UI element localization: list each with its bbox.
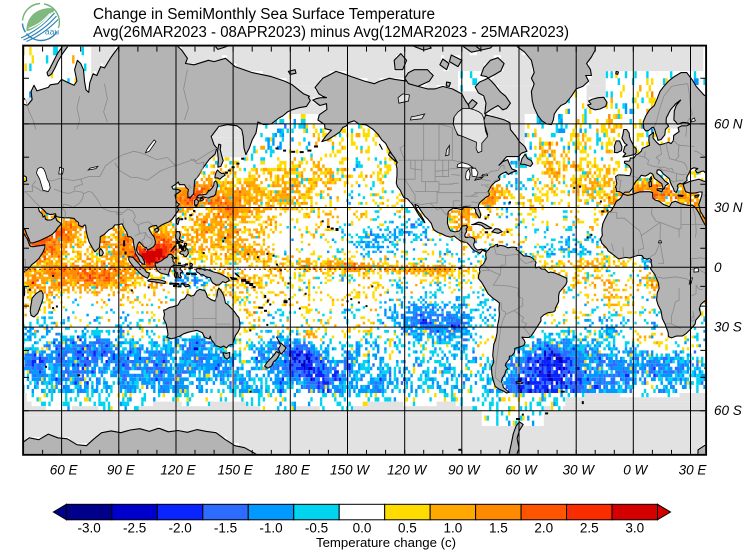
svg-text:-2.0: -2.0 [168,521,191,536]
svg-text:180 E: 180 E [275,463,311,478]
svg-text:2.0: 2.0 [534,521,553,536]
svg-text:150 E: 150 E [217,463,253,478]
svg-text:-1.5: -1.5 [214,521,237,536]
svg-text:-1.0: -1.0 [259,521,282,536]
svg-text:30 W: 30 W [562,463,595,478]
svg-text:60 W: 60 W [505,463,538,478]
svg-text:Temperature change (c): Temperature change (c) [316,535,456,550]
svg-text:1.5: 1.5 [489,521,508,536]
svg-text:Avg(26MAR2023 - 08APR2023) min: Avg(26MAR2023 - 08APR2023) minus Avg(12M… [93,24,569,41]
svg-text:30 S: 30 S [714,320,742,335]
svg-text:150 W: 150 W [330,463,370,478]
svg-text:60 S: 60 S [714,403,742,418]
svg-text:30 N: 30 N [714,200,743,215]
svg-text:120 W: 120 W [387,463,427,478]
svg-text:Change in SemiMonthly Sea Surf: Change in SemiMonthly Sea Surface Temper… [93,6,435,23]
svg-text:3.0: 3.0 [625,521,644,536]
svg-text:-3.0: -3.0 [77,521,100,536]
svg-text:0.0: 0.0 [353,521,372,536]
svg-text:90 E: 90 E [107,463,136,478]
svg-text:0 W: 0 W [623,463,648,478]
svg-text:90 W: 90 W [448,463,481,478]
svg-text:-0.5: -0.5 [305,521,328,536]
svg-text:-2.5: -2.5 [123,521,146,536]
svg-text:0.5: 0.5 [398,521,417,536]
svg-text:1.0: 1.0 [444,521,463,536]
svg-text:aau: aau [45,27,59,37]
svg-text:2.5: 2.5 [580,521,599,536]
svg-text:120 E: 120 E [160,463,196,478]
svg-text:30 E: 30 E [679,463,708,478]
svg-text:60 N: 60 N [714,116,743,131]
svg-text:0: 0 [714,260,722,275]
svg-text:60 E: 60 E [50,463,79,478]
